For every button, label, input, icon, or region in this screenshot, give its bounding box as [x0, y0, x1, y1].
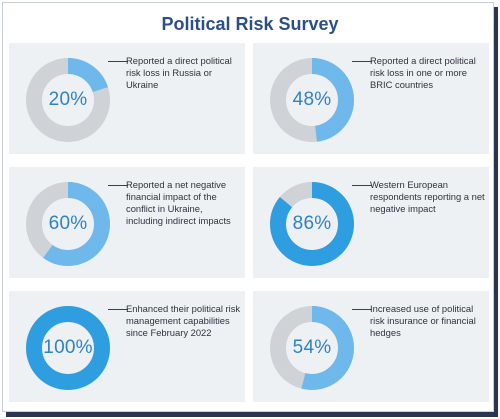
connector-line [108, 185, 128, 186]
connector-line [352, 61, 372, 62]
connector-line [108, 309, 128, 310]
donut-progress-20 [26, 58, 110, 142]
donut-progress-54 [270, 306, 354, 390]
stat-card-ukraine-net-negative: 60% Reported a net negative financial im… [9, 167, 245, 278]
percent-label: 20% [48, 89, 88, 110]
infographic-frame: Political Risk Survey 20% Reported a dir… [2, 2, 494, 412]
percent-label: 100% [43, 337, 93, 358]
donut-svg [270, 306, 354, 390]
donut-chart: 48% [270, 58, 354, 142]
connector-line [108, 61, 128, 62]
donut-progress-60 [26, 182, 110, 266]
donut-progress-48 [270, 58, 354, 142]
stat-description: Enhanced their political risk management… [126, 303, 241, 338]
percent-label: 54% [292, 337, 332, 358]
stat-description: Reported a net negative financial impact… [126, 179, 231, 226]
stat-description: Increased use of political risk insuranc… [370, 303, 476, 338]
percent-label: 86% [292, 213, 332, 234]
page-title: Political Risk Survey [161, 14, 339, 34]
connector-line [352, 185, 372, 186]
donut-chart: 20% [26, 58, 110, 142]
donut-svg [26, 182, 110, 266]
stat-description: Western European respondents reporting a… [370, 179, 485, 214]
stat-card-risk-management: 100% Enhanced their political risk manag… [9, 291, 245, 402]
donut-svg [26, 58, 110, 142]
donut-svg [270, 182, 354, 266]
percent-label: 60% [48, 213, 88, 234]
stat-description: Reported a direct political risk loss in… [126, 55, 232, 90]
donut-svg [270, 58, 354, 142]
donut-chart: 86% [270, 182, 354, 266]
stat-card-russia-ukraine-loss: 20% Reported a direct political risk los… [9, 43, 245, 154]
stat-card-insurance-hedges: 54% Increased use of political risk insu… [253, 291, 489, 402]
stat-description: Reported a direct political risk loss in… [370, 55, 476, 90]
donut-chart: 54% [270, 306, 354, 390]
stat-card-western-europe: 86% Western European respondents reporti… [253, 167, 489, 278]
connector-line [352, 309, 372, 310]
percent-label: 48% [292, 89, 332, 110]
donut-chart: 60% [26, 182, 110, 266]
donut-svg [26, 306, 110, 390]
donut-progress-86 [270, 182, 354, 266]
donut-progress-100 [26, 306, 110, 390]
donut-chart: 100% [26, 306, 110, 390]
stat-card-bric-loss: 48% Reported a direct political risk los… [253, 43, 489, 154]
